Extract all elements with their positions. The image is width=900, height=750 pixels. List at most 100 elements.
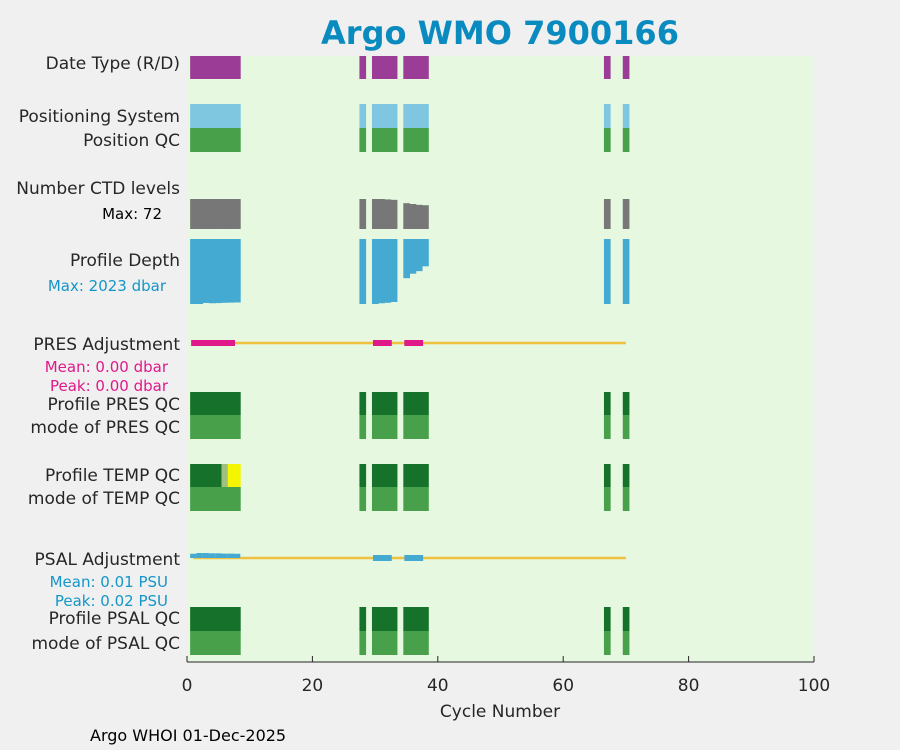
bar-mode-of-psal-qc-cycle-7 bbox=[227, 631, 235, 655]
bar-mode-of-temp-qc-cycle-7 bbox=[227, 487, 235, 511]
bar-positioning-system-cycle-6 bbox=[221, 104, 229, 128]
bar-number-ctd-levels-cycle-1 bbox=[190, 199, 197, 229]
bar-mode-of-psal-qc-cycle-5 bbox=[215, 631, 222, 655]
bar-position-qc-cycle-28 bbox=[359, 128, 367, 152]
bar-mode-of-psal-qc-cycle-33 bbox=[390, 631, 398, 655]
bar-position-qc-cycle-8 bbox=[234, 128, 241, 152]
bar-positioning-system-cycle-28 bbox=[359, 104, 367, 128]
bar-positioning-system-cycle-8 bbox=[234, 104, 241, 128]
bar-mode-of-psal-qc-cycle-70 bbox=[622, 631, 630, 655]
bar-profile-psal-qc-cycle-31 bbox=[378, 607, 385, 631]
bar-number-ctd-levels-cycle-31 bbox=[378, 199, 385, 229]
bar-mode-of-psal-qc-cycle-4 bbox=[208, 631, 216, 655]
bar-mode-of-temp-qc-cycle-36 bbox=[409, 487, 417, 511]
adjustment-segment-pres-adjustment-0 bbox=[191, 340, 236, 346]
x-tick-label-100: 100 bbox=[798, 676, 830, 696]
bar-mode-of-pres-qc-cycle-2 bbox=[196, 415, 204, 439]
bar-mode-of-psal-qc-cycle-28 bbox=[359, 631, 367, 655]
bar-mode-of-pres-qc-cycle-5 bbox=[215, 415, 222, 439]
bar-profile-pres-qc-cycle-38 bbox=[422, 392, 429, 415]
bar-profile-depth-cycle-33 bbox=[390, 239, 398, 302]
bar-date-type-r-d-cycle-4 bbox=[208, 56, 216, 79]
bar-positioning-system-cycle-37 bbox=[415, 104, 423, 128]
bar-profile-pres-qc-cycle-2 bbox=[196, 392, 204, 415]
bar-profile-temp-qc-cycle-8 bbox=[234, 464, 241, 487]
bar-positioning-system-cycle-1 bbox=[190, 104, 197, 128]
bar-position-qc-cycle-37 bbox=[415, 128, 423, 152]
row-label-position-qc: Position QC bbox=[83, 131, 180, 151]
bar-number-ctd-levels-cycle-30 bbox=[371, 199, 379, 229]
bar-number-ctd-levels-cycle-3 bbox=[202, 199, 210, 229]
bar-mode-of-pres-qc-cycle-7 bbox=[227, 415, 235, 439]
bar-profile-pres-qc-cycle-6 bbox=[221, 392, 229, 415]
bar-mode-of-psal-qc-cycle-1 bbox=[190, 631, 197, 655]
bar-mode-of-temp-qc-cycle-33 bbox=[390, 487, 398, 511]
bar-mode-of-psal-qc-cycle-30 bbox=[371, 631, 379, 655]
bar-mode-of-psal-qc-cycle-36 bbox=[409, 631, 417, 655]
bar-mode-of-temp-qc-cycle-4 bbox=[208, 487, 216, 511]
bar-mode-of-temp-qc-cycle-28 bbox=[359, 487, 367, 511]
adjustment-segment-pres-adjustment-2 bbox=[404, 340, 424, 346]
bar-mode-of-temp-qc-cycle-5 bbox=[215, 487, 222, 511]
bar-profile-psal-qc-cycle-67 bbox=[603, 607, 611, 631]
bar-profile-psal-qc-cycle-35 bbox=[403, 607, 410, 631]
bar-mode-of-pres-qc-cycle-36 bbox=[409, 415, 417, 439]
bar-positioning-system-cycle-30 bbox=[371, 104, 379, 128]
bar-mode-of-temp-qc-cycle-8 bbox=[234, 487, 241, 511]
bar-positioning-system-cycle-36 bbox=[409, 104, 417, 128]
bar-profile-psal-qc-cycle-38 bbox=[422, 607, 429, 631]
bar-profile-psal-qc-cycle-28 bbox=[359, 607, 367, 631]
bar-mode-of-psal-qc-cycle-31 bbox=[378, 631, 385, 655]
bar-date-type-r-d-cycle-30 bbox=[371, 56, 379, 79]
bar-profile-temp-qc-cycle-37 bbox=[415, 464, 423, 487]
bar-mode-of-temp-qc-cycle-3 bbox=[202, 487, 210, 511]
bar-profile-temp-qc-cycle-35 bbox=[403, 464, 410, 487]
psal-adjustment-bar-1 bbox=[190, 553, 197, 558]
bar-position-qc-cycle-1 bbox=[190, 128, 197, 152]
bar-profile-pres-qc-cycle-37 bbox=[415, 392, 423, 415]
bar-position-qc-cycle-2 bbox=[196, 128, 204, 152]
bar-mode-of-psal-qc-cycle-37 bbox=[415, 631, 423, 655]
bar-mode-of-pres-qc-cycle-33 bbox=[390, 415, 398, 439]
bar-position-qc-cycle-7 bbox=[227, 128, 235, 152]
bar-positioning-system-cycle-5 bbox=[215, 104, 222, 128]
bar-mode-of-pres-qc-cycle-31 bbox=[378, 415, 385, 439]
bar-position-qc-cycle-67 bbox=[603, 128, 611, 152]
row-note-pres-adjustment-1: Peak: 0.00 dbar bbox=[50, 377, 169, 395]
bar-mode-of-psal-qc-cycle-32 bbox=[384, 631, 392, 655]
bar-positioning-system-cycle-2 bbox=[196, 104, 204, 128]
bar-profile-depth-cycle-8 bbox=[234, 239, 241, 303]
bar-profile-depth-cycle-5 bbox=[215, 239, 222, 304]
bar-mode-of-pres-qc-cycle-32 bbox=[384, 415, 392, 439]
x-tick-label-60: 60 bbox=[552, 676, 574, 696]
adjustment-segment-pres-adjustment-1 bbox=[372, 340, 392, 346]
bar-profile-temp-qc-cycle-31 bbox=[378, 464, 385, 487]
bar-profile-depth-cycle-36 bbox=[409, 239, 417, 274]
bar-mode-of-pres-qc-cycle-6 bbox=[221, 415, 229, 439]
bar-profile-temp-qc-cycle-4 bbox=[208, 464, 216, 487]
bar-profile-temp-qc-cycle-6 bbox=[221, 464, 229, 487]
bar-profile-pres-qc-cycle-35 bbox=[403, 392, 410, 415]
bar-mode-of-pres-qc-cycle-38 bbox=[422, 415, 429, 439]
bar-position-qc-cycle-6 bbox=[221, 128, 229, 152]
bar-profile-pres-qc-cycle-1 bbox=[190, 392, 197, 415]
bar-position-qc-cycle-30 bbox=[371, 128, 379, 152]
bar-date-type-r-d-cycle-31 bbox=[378, 56, 385, 79]
bar-number-ctd-levels-cycle-8 bbox=[234, 199, 241, 229]
bar-mode-of-psal-qc-cycle-6 bbox=[221, 631, 229, 655]
bar-positioning-system-cycle-35 bbox=[403, 104, 410, 128]
bar-number-ctd-levels-cycle-28 bbox=[359, 199, 367, 229]
bar-position-qc-cycle-3 bbox=[202, 128, 210, 152]
bar-profile-depth-cycle-1 bbox=[190, 239, 197, 304]
x-tick-label-80: 80 bbox=[678, 676, 700, 696]
bar-position-qc-cycle-35 bbox=[403, 128, 410, 152]
bar-profile-depth-cycle-31 bbox=[378, 239, 385, 304]
bar-date-type-r-d-cycle-70 bbox=[622, 56, 630, 79]
psal-adjustment-bar-4 bbox=[208, 553, 216, 558]
bar-positioning-system-cycle-67 bbox=[603, 104, 611, 128]
bar-profile-pres-qc-cycle-36 bbox=[409, 392, 417, 415]
bar-positioning-system-cycle-32 bbox=[384, 104, 392, 128]
adjustment-segment-psal-adjustment-0 bbox=[372, 555, 392, 561]
row-label-mode-of-temp-qc: mode of TEMP QC bbox=[28, 489, 180, 509]
